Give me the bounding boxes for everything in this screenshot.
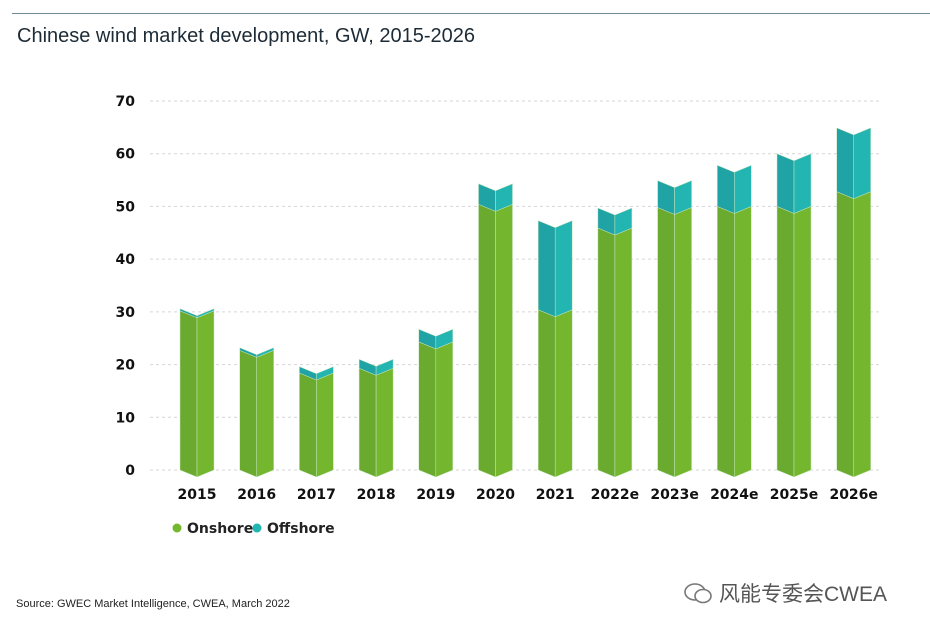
bar-onshore-right [256,349,274,478]
legend-label-onshore: Onshore [187,521,253,537]
watermark: 风能专委会CWEA [683,578,887,608]
bar-onshore-right [196,310,215,478]
bar-offshore-right [554,220,573,318]
x-tick-label: 2026e [829,487,877,503]
y-tick-label: 50 [116,199,136,215]
x-tick-label: 2016 [237,487,276,503]
top-rule [12,13,930,14]
bar-onshore-left [597,227,616,478]
bar-onshore-left [836,191,854,478]
bar-onshore-left [179,310,198,478]
bar-onshore-right [734,206,752,478]
bar-offshore-right [734,164,752,214]
bar-offshore-right [674,180,692,215]
bar-offshore-right [256,347,274,358]
bar-onshore-left [418,341,437,478]
bar-offshore-right [316,366,334,381]
bar-onshore-left [776,206,795,478]
bar-onshore-right [793,206,812,478]
bar-offshore-right [495,183,513,212]
x-tick-label: 2023e [650,487,698,503]
bar-onshore-left [239,349,257,478]
x-tick-label: 2015 [178,487,217,503]
bar-onshore-left [657,207,675,478]
y-tick-label: 40 [116,252,136,268]
legend-label-offshore: Offshore [267,521,335,537]
x-tick-label: 2022e [591,487,639,503]
bar-offshore-left [776,153,795,214]
chart-title: Chinese wind market development, GW, 201… [17,25,476,47]
y-tick-label: 20 [116,358,136,374]
bar-onshore-left [717,206,735,478]
bar-offshore-right [196,308,215,319]
bar-onshore-left [299,372,317,478]
bar-onshore-right [316,372,334,478]
bar-offshore-right [853,127,871,200]
bar-onshore-left [537,309,556,478]
y-tick-label: 60 [116,147,136,163]
source-note: Source: GWEC Market Intelligence, CWEA, … [16,598,290,610]
x-tick-label: 2018 [357,487,396,503]
bar-onshore-left [478,203,496,478]
legend-marker-onshore [172,523,182,533]
legend-marker-offshore [252,523,262,533]
bar-onshore-right [554,309,573,478]
bar-onshore-right [614,227,633,478]
bar-offshore-right [614,207,633,236]
x-tick-label: 2025e [770,487,818,503]
bar-onshore-right [674,207,692,478]
x-tick-label: 2024e [710,487,758,503]
y-tick-label: 10 [116,410,136,426]
bar-onshore-left [358,367,377,478]
bar-offshore-left [717,164,735,214]
bar-offshore-left [537,220,556,318]
y-tick-label: 0 [125,463,135,479]
bar-offshore-right [375,358,394,376]
watermark-text: 风能专委会CWEA [719,583,887,606]
y-tick-label: 30 [116,305,136,321]
x-tick-label: 2017 [297,487,336,503]
y-tick-label: 70 [116,94,136,110]
bar-onshore-right [435,341,454,478]
bar-onshore-right [375,367,394,478]
bar-onshore-right [495,203,513,478]
x-tick-label: 2019 [416,487,455,503]
bar-offshore-right [435,328,454,350]
bar-onshore-right [853,191,871,478]
bar-offshore-right [793,153,812,214]
x-tick-label: 2021 [536,487,575,503]
x-tick-label: 2020 [476,487,515,503]
bar-offshore-left [836,127,854,200]
wechat-icon [684,583,712,604]
